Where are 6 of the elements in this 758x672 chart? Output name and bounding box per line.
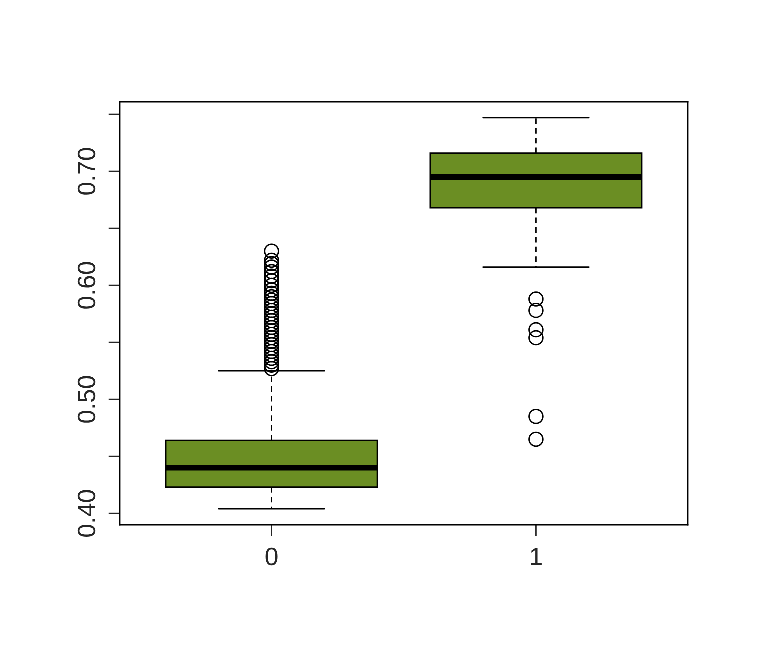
y-tick-label: 0.40 [78, 490, 96, 537]
y-tick-label: 0.60 [78, 262, 96, 309]
y-tick-label: 0.70 [78, 148, 96, 195]
x-tick-label: 1 [531, 548, 542, 566]
x-tick-label: 0 [266, 548, 278, 566]
y-tick-label: 0.50 [78, 376, 96, 423]
